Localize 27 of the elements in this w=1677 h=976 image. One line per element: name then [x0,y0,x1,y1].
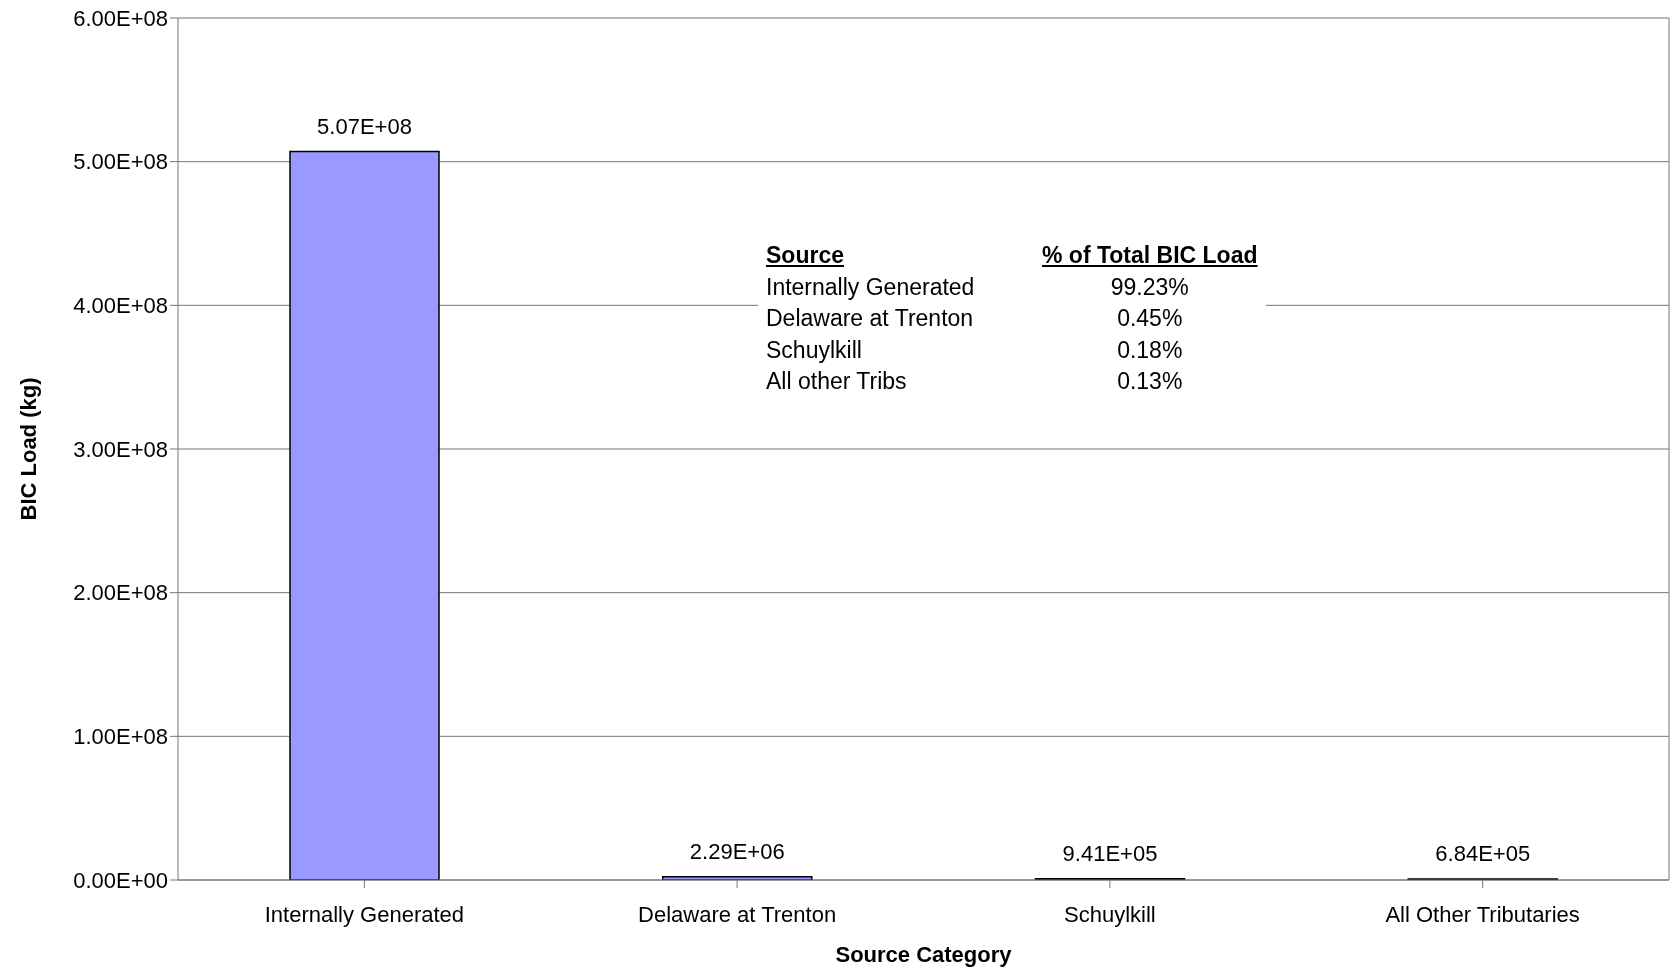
y-tick-label: 5.00E+08 [73,149,168,175]
x-tick-label: Delaware at Trenton [638,901,837,927]
annotation: 0.13% [1116,367,1184,396]
annotation: All other Tribs [766,367,908,396]
data-label: 6.84E+05 [1435,841,1531,867]
x-tick-label: Internally Generated [264,901,465,927]
y-tick-label: 1.00E+08 [73,724,168,750]
y-tick-label: 0.00E+00 [73,867,168,893]
annotation: 99.23% [1109,272,1190,302]
x-tick-label: All Other Tributaries [1385,901,1580,927]
data-label: 9.41E+05 [1062,840,1158,866]
x-tick-label: Schuylkill [1064,901,1156,927]
annotation: 0.45% [1116,304,1184,333]
annotation: Delaware at Trenton [766,304,975,333]
y-tick-label: 2.00E+08 [73,580,168,606]
data-label: 2.29E+06 [689,838,785,864]
y-tick-label: 6.00E+08 [73,5,168,31]
x-axis-title: Source Category [835,942,1013,967]
annotation: Schuylkill [766,335,863,365]
y-tick-label: 3.00E+08 [73,436,168,462]
annotation: Source [766,241,845,270]
annotation: Internally Generated [766,272,976,302]
y-tick-label: 4.00E+08 [73,293,168,319]
annotation: 0.18% [1116,335,1184,365]
annotation: % of Total BIC Load [1042,241,1258,270]
y-axis-title: BIC Load (kg) [15,377,41,521]
data-label: 5.07E+08 [317,113,412,139]
